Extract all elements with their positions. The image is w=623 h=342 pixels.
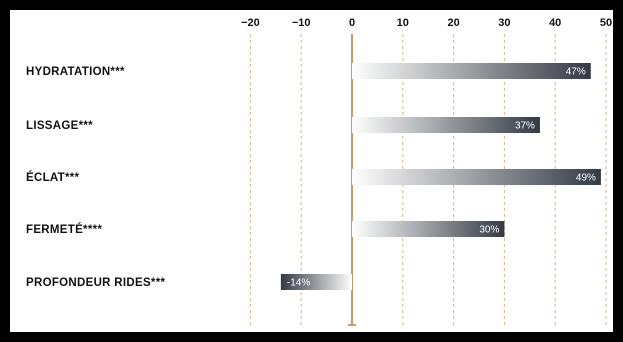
x-tick-label-0: −20 bbox=[241, 17, 260, 29]
x-tick-label-7: 50 bbox=[600, 17, 612, 29]
bar-2 bbox=[352, 169, 601, 185]
x-tick-label-3: 10 bbox=[397, 17, 409, 29]
bar-3 bbox=[352, 221, 505, 237]
x-tick-label-1: −10 bbox=[292, 17, 311, 29]
bar-1 bbox=[352, 117, 540, 133]
category-label-0: HYDRATATION*** bbox=[26, 66, 125, 78]
data-label-4: -14% bbox=[287, 278, 310, 289]
x-tick-label-2: 0 bbox=[349, 17, 355, 29]
data-label-2: 49% bbox=[576, 173, 596, 184]
category-labels: HYDRATATION*** LISSAGE*** ÉCLAT*** FERMETÉ*… bbox=[26, 66, 165, 289]
x-tick-label-6: 40 bbox=[549, 17, 561, 29]
data-label-1: 37% bbox=[515, 121, 535, 132]
category-label-4: PROFONDEUR RIDES*** bbox=[26, 277, 165, 289]
category-label-3: FERMETÉ**** bbox=[26, 223, 102, 236]
bars: 47% 37% 49% 30% -14% bbox=[280, 63, 601, 290]
x-tick-labels: −20 −10 0 10 20 30 40 50 bbox=[241, 17, 612, 29]
category-label-1: LISSAGE*** bbox=[26, 120, 93, 132]
x-tick-label-5: 30 bbox=[498, 17, 510, 29]
category-label-2: ÉCLAT*** bbox=[26, 171, 80, 184]
bar-0 bbox=[352, 63, 591, 79]
data-label-0: 47% bbox=[566, 67, 586, 78]
data-label-3: 30% bbox=[479, 225, 499, 236]
bar-4 bbox=[280, 274, 352, 290]
x-tick-label-4: 20 bbox=[447, 17, 459, 29]
